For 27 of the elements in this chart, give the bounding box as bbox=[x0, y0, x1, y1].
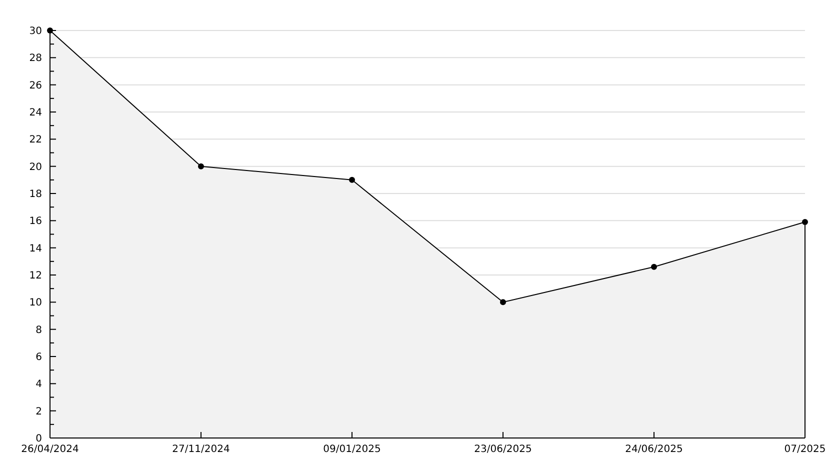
y-tick-label: 10 bbox=[29, 298, 42, 309]
y-tick-label: 16 bbox=[29, 216, 42, 228]
point bbox=[802, 219, 808, 226]
x-tick-label: 23/06/2025 bbox=[474, 444, 532, 455]
x-tick-label: 07/2025 bbox=[784, 444, 826, 455]
y-tick-label: 28 bbox=[29, 53, 42, 64]
y-tick-label: 26 bbox=[29, 80, 42, 92]
y-tick-label: 18 bbox=[29, 189, 42, 200]
point bbox=[500, 299, 506, 306]
point bbox=[198, 163, 204, 170]
x-tick-label: 09/01/2025 bbox=[323, 444, 381, 455]
x-tick-label: 24/06/2025 bbox=[625, 444, 683, 455]
point bbox=[349, 176, 355, 183]
y-tick-label: 4 bbox=[36, 379, 42, 390]
y-tick-label: 20 bbox=[29, 162, 42, 173]
y-tick-label: 14 bbox=[29, 243, 42, 254]
y-tick-label: 6 bbox=[36, 352, 42, 363]
y-tick-label: 24 bbox=[29, 108, 42, 118]
y-tick-label: 8 bbox=[36, 324, 42, 336]
y-tick-label: 0 bbox=[36, 434, 42, 444]
y-tick-label: 2 bbox=[36, 406, 42, 418]
y-tick-label: 22 bbox=[29, 134, 42, 146]
point bbox=[651, 264, 657, 270]
x-tick-label: 26/04/2024 bbox=[21, 444, 79, 455]
x-tick-label: 27/11/2024 bbox=[172, 444, 230, 455]
y-tick-label: 12 bbox=[29, 270, 42, 282]
y-tick-label: 30 bbox=[29, 26, 42, 37]
